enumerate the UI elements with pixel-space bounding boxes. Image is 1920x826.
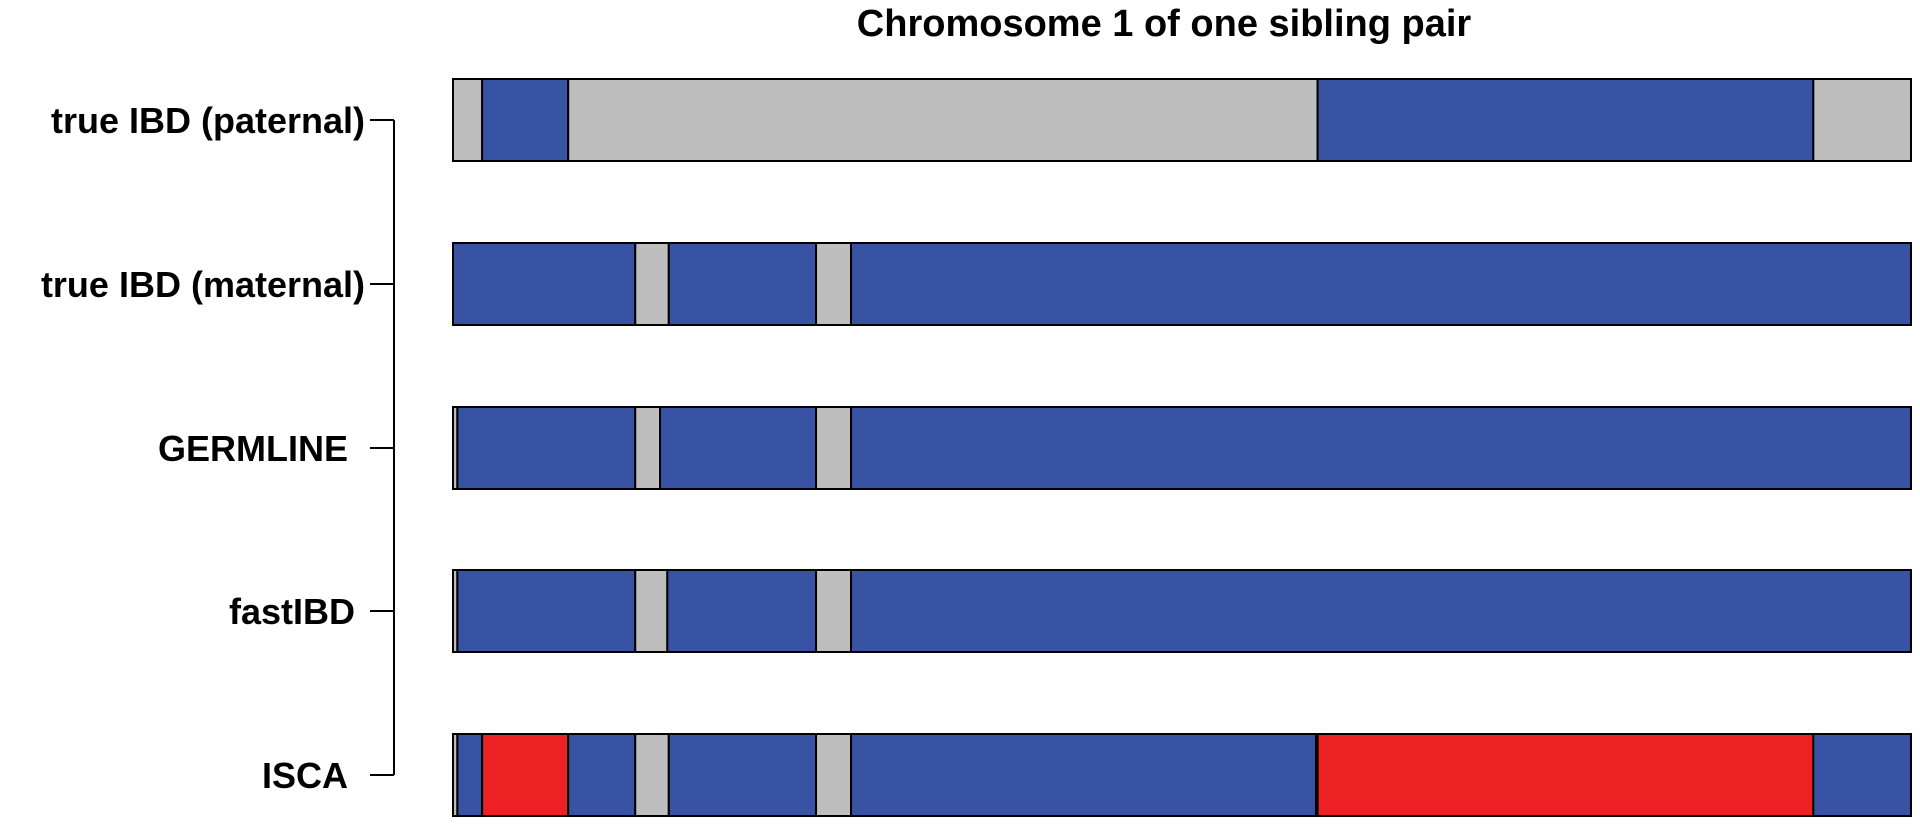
chart-title: Chromosome 1 of one sibling pair	[857, 3, 1472, 45]
track-row	[452, 569, 1912, 653]
track-border	[452, 569, 1912, 653]
segment-ibd	[456, 733, 484, 817]
segment-not-ibd	[1812, 78, 1912, 162]
segment-not-ibd	[567, 78, 1319, 162]
track-border	[452, 242, 1912, 326]
segment-not-ibd	[815, 569, 853, 653]
track-label: GERMLINE	[158, 428, 348, 469]
segment-ibd	[659, 406, 818, 490]
track-border	[452, 78, 1912, 162]
segment-ibd	[667, 733, 818, 817]
segment-not-ibd	[634, 242, 670, 326]
track-border	[452, 406, 1912, 490]
segment-not-ibd	[634, 406, 662, 490]
segment-ibd	[1316, 78, 1815, 162]
segment-not-ibd	[634, 733, 670, 817]
track-label: true IBD (maternal)	[41, 264, 365, 305]
track-row	[452, 242, 1912, 326]
segment-not-ibd	[815, 406, 853, 490]
segment-not-ibd	[815, 733, 853, 817]
segment-ibd	[567, 733, 637, 817]
segment-ibd	[850, 733, 1318, 817]
segment-not-ibd	[815, 242, 853, 326]
segment-error	[1316, 733, 1815, 817]
segment-not-ibd	[452, 78, 484, 162]
segment-tracks	[452, 78, 1912, 817]
track-row	[452, 733, 1912, 817]
segment-ibd	[850, 242, 1912, 326]
segment-ibd	[452, 242, 637, 326]
track-label: ISCA	[262, 755, 348, 796]
track-row	[452, 78, 1912, 162]
track-border	[452, 733, 1912, 817]
track-label: fastIBD	[229, 591, 355, 632]
segment-error	[481, 733, 570, 817]
segment-ibd	[667, 242, 818, 326]
track-labels: true IBD (paternal) true IBD (maternal) GE…	[41, 100, 365, 796]
track-bracket	[370, 119, 395, 776]
segment-ibd	[456, 406, 637, 490]
segment-ibd	[456, 569, 637, 653]
segment-ibd	[1812, 733, 1912, 817]
segment-ibd	[481, 78, 570, 162]
segment-ibd	[850, 569, 1912, 653]
track-row	[452, 406, 1912, 490]
segment-ibd	[666, 569, 818, 653]
segment-not-ibd	[634, 569, 669, 653]
segment-ibd	[850, 406, 1912, 490]
track-label: true IBD (paternal)	[51, 100, 365, 141]
